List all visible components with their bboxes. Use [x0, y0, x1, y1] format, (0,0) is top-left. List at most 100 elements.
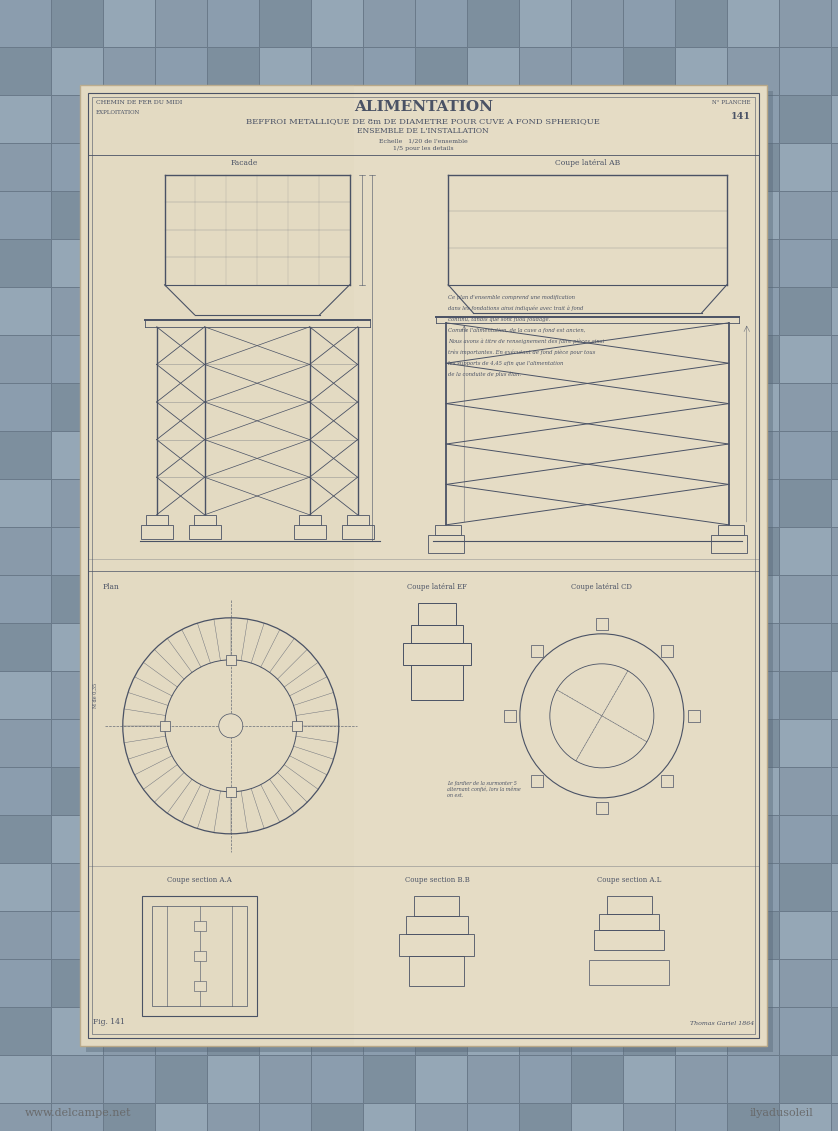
Bar: [468, 239, 520, 240]
Bar: [416, 288, 467, 335]
Bar: [312, 672, 363, 718]
Bar: [416, 863, 468, 864]
Bar: [832, 1008, 838, 1054]
Text: Coupe section B.B: Coupe section B.B: [405, 875, 469, 883]
Bar: [832, 336, 838, 382]
Bar: [363, 960, 364, 1008]
Bar: [416, 286, 468, 288]
Bar: [571, 336, 572, 385]
Bar: [208, 815, 258, 863]
Bar: [156, 910, 208, 912]
Bar: [520, 96, 571, 143]
Bar: [832, 48, 838, 95]
Bar: [832, 190, 838, 192]
Bar: [572, 672, 623, 718]
Bar: [208, 335, 260, 336]
Bar: [624, 96, 675, 143]
Bar: [572, 624, 623, 671]
Bar: [727, 672, 728, 720]
Bar: [0, 143, 52, 144]
Bar: [0, 624, 50, 671]
Bar: [363, 336, 364, 385]
Bar: [156, 527, 208, 528]
Bar: [154, 0, 156, 48]
Bar: [206, 912, 208, 960]
Bar: [623, 912, 624, 960]
Bar: [258, 480, 260, 528]
Bar: [520, 143, 572, 144]
Bar: [312, 1104, 363, 1131]
Bar: [779, 192, 780, 240]
Bar: [156, 239, 208, 240]
Bar: [676, 767, 728, 768]
Bar: [675, 240, 676, 288]
Bar: [623, 576, 624, 624]
Bar: [728, 575, 780, 576]
Bar: [104, 815, 154, 863]
Bar: [104, 527, 156, 528]
Bar: [572, 288, 623, 335]
Bar: [50, 960, 52, 1008]
Bar: [572, 144, 623, 190]
Bar: [520, 912, 571, 958]
Bar: [623, 624, 624, 672]
Bar: [572, 335, 624, 336]
Bar: [624, 1007, 676, 1008]
Bar: [572, 720, 623, 767]
Text: Coupe latéral CD: Coupe latéral CD: [572, 582, 633, 590]
Bar: [727, 576, 728, 624]
Bar: [311, 528, 312, 576]
Bar: [832, 1103, 838, 1104]
Bar: [468, 672, 519, 718]
Bar: [206, 96, 208, 144]
Bar: [50, 576, 52, 624]
Bar: [208, 288, 258, 335]
Bar: [676, 910, 728, 912]
Bar: [624, 718, 676, 720]
Bar: [260, 720, 311, 767]
Bar: [416, 335, 468, 336]
Bar: [364, 672, 415, 718]
Bar: [594, 930, 665, 950]
Bar: [52, 286, 104, 288]
Bar: [624, 720, 675, 767]
Bar: [104, 864, 154, 910]
Bar: [406, 916, 468, 934]
Bar: [416, 144, 467, 190]
Bar: [780, 912, 830, 958]
Bar: [676, 240, 727, 286]
Bar: [728, 431, 780, 432]
Bar: [0, 1007, 52, 1008]
Bar: [52, 1054, 104, 1056]
Bar: [258, 48, 260, 96]
Bar: [572, 48, 623, 95]
Bar: [415, 48, 416, 96]
Bar: [596, 618, 608, 630]
Bar: [624, 144, 675, 190]
Bar: [154, 96, 156, 144]
Bar: [104, 288, 154, 335]
Text: EXPLOITATION: EXPLOITATION: [96, 111, 140, 115]
Bar: [519, 720, 520, 768]
Bar: [623, 864, 624, 912]
Bar: [104, 768, 154, 814]
Bar: [572, 239, 624, 240]
Bar: [364, 671, 416, 672]
Bar: [311, 96, 312, 144]
Bar: [156, 95, 208, 96]
Bar: [572, 1104, 623, 1131]
Bar: [520, 46, 572, 48]
Bar: [104, 335, 156, 336]
Bar: [0, 190, 52, 192]
Bar: [675, 480, 676, 528]
Bar: [416, 1008, 467, 1054]
Bar: [260, 478, 312, 480]
Bar: [104, 576, 154, 622]
Bar: [416, 1056, 467, 1103]
Bar: [0, 1054, 52, 1056]
Bar: [260, 239, 312, 240]
Bar: [571, 720, 572, 768]
Bar: [520, 671, 572, 672]
Bar: [364, 192, 415, 239]
Text: Comme l'alimentation, de la cuve a fond est ancien,: Comme l'alimentation, de la cuve a fond …: [448, 328, 586, 333]
